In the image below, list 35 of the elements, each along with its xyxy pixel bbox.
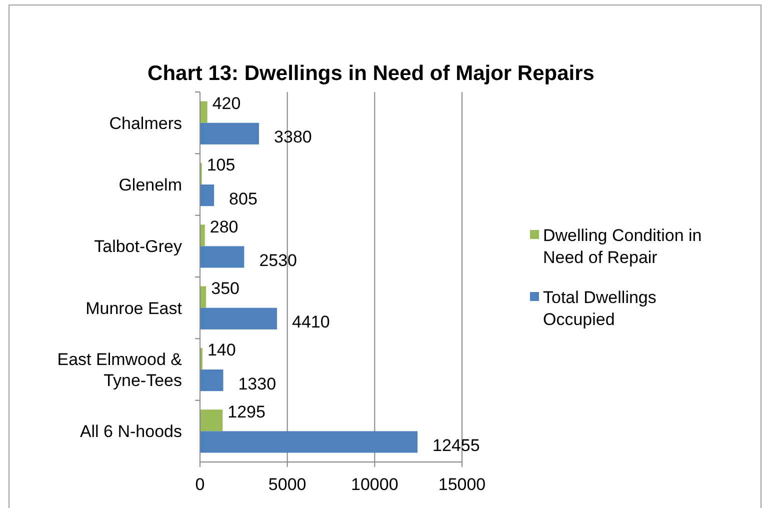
data-label: 3380 (274, 128, 312, 147)
bar (200, 410, 223, 432)
bar (200, 308, 278, 330)
legend-label: Dwelling Condition in Need of Repair (543, 226, 702, 267)
data-label: 4410 (292, 312, 330, 332)
data-label: 12455 (432, 436, 480, 455)
bar (200, 286, 206, 308)
y-tick-label: Talbot-Grey (94, 237, 182, 256)
data-label: 1295 (228, 402, 266, 422)
y-tick-label: Chalmers (109, 114, 182, 133)
bar (200, 224, 205, 246)
bar (200, 184, 214, 206)
data-label: 105 (206, 156, 236, 175)
chart-title: Chart 13: Dwellings in Need of Major Repairs (148, 62, 594, 85)
data-label: 805 (229, 189, 258, 208)
data-label: 420 (212, 94, 241, 114)
bar (200, 101, 208, 123)
bar (200, 122, 260, 144)
data-label: 280 (210, 217, 238, 236)
data-label: 1330 (238, 374, 276, 394)
y-tick-label: East Elmwood & Tyne-Tees (57, 350, 183, 390)
x-tick-label: 5000 (268, 475, 306, 494)
bar (200, 370, 224, 392)
y-tick-label: Munroe East (86, 298, 182, 318)
bar (200, 431, 418, 453)
bar (200, 246, 244, 268)
y-tick-label: Glenelm (118, 176, 182, 194)
legend-label: Total Dwellings Occupied (543, 288, 656, 329)
y-tick-label: All 6 N-hoods (80, 422, 182, 442)
data-label: 350 (211, 279, 240, 298)
data-label: 140 (207, 340, 236, 360)
x-tick-label: 10000 (351, 475, 398, 494)
data-label: 2530 (259, 250, 298, 270)
x-tick-label: 15000 (438, 475, 486, 494)
x-tick-label: 0 (195, 475, 205, 494)
